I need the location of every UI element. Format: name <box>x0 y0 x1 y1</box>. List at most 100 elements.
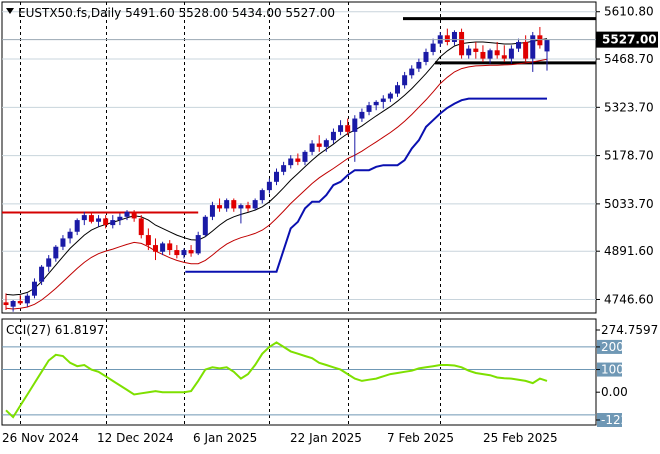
candle-body <box>537 35 543 46</box>
candle <box>373 100 379 111</box>
candle-body <box>480 51 486 59</box>
price-axis: 5610.80 5468.70 5323.70 5178.70 5033.70 4891.… <box>596 5 658 306</box>
candle <box>338 120 344 136</box>
candle <box>195 231 201 256</box>
candle <box>501 45 507 62</box>
candle-body <box>523 41 529 59</box>
indicator-level-box <box>597 362 622 377</box>
candle <box>217 198 223 212</box>
candle-body <box>60 238 66 247</box>
candle <box>395 81 401 97</box>
indicator-pane-border <box>1 318 597 426</box>
candle <box>46 255 52 272</box>
lower-band-line <box>5 58 548 310</box>
candle <box>60 235 66 251</box>
current-price-label: 5527.00 <box>602 33 657 47</box>
date-label: 25 Feb 2025 <box>483 431 558 445</box>
candle-body <box>508 48 514 59</box>
indicator-tick-label: 0.00 <box>601 385 628 399</box>
upper-band-line <box>5 38 548 296</box>
candle <box>174 245 180 259</box>
candle-body <box>174 250 180 256</box>
candle <box>181 248 187 259</box>
candle-body <box>487 50 493 59</box>
candle-body <box>3 302 9 306</box>
candle <box>124 210 130 221</box>
candle-body <box>423 51 429 62</box>
chart-header: EUSTX50.fs,Daily 5491.60 5528.00 5434.00… <box>6 6 335 20</box>
candle-body <box>238 205 244 209</box>
candle <box>366 101 372 116</box>
date-label: 6 Jan 2025 <box>193 431 257 445</box>
candle <box>209 201 215 221</box>
candle-body <box>395 85 401 94</box>
candle <box>88 211 94 224</box>
candle <box>10 300 16 312</box>
candle-body <box>152 245 158 252</box>
candle <box>17 295 23 306</box>
candle <box>444 28 450 46</box>
candle-body <box>67 231 73 239</box>
candle-body <box>195 235 201 254</box>
date-label: 22 Jan 2025 <box>290 431 362 445</box>
candle-body <box>373 101 379 106</box>
candle <box>430 38 436 56</box>
candle <box>423 48 429 66</box>
candle-body <box>501 55 507 59</box>
candle-body <box>217 205 223 209</box>
candle <box>266 178 272 194</box>
candle <box>152 238 158 261</box>
candle-body <box>53 246 59 259</box>
candle <box>480 45 486 62</box>
date-label: 7 Feb 2025 <box>387 431 454 445</box>
date-axis: 26 Nov 2024 12 Dec 2024 6 Jan 2025 22 Jan 2… <box>2 431 558 445</box>
indicator-axis: 274.7597 200 100 0.00 -122.8563 <box>596 323 660 427</box>
candle <box>530 31 536 72</box>
candle <box>53 245 59 262</box>
date-label: 26 Nov 2024 <box>2 431 79 445</box>
candle-body <box>224 200 230 209</box>
indicator-tick-label: 100 <box>601 363 624 377</box>
candle <box>508 45 514 64</box>
candle <box>281 161 287 176</box>
candle-body <box>131 211 137 219</box>
candle <box>131 210 137 222</box>
candle-body <box>117 216 123 221</box>
candle-body <box>74 220 80 232</box>
candle-body <box>295 158 301 162</box>
candle <box>516 38 522 52</box>
candle-body <box>366 105 372 112</box>
candle-body <box>473 48 479 52</box>
candle-body <box>323 140 329 147</box>
candle <box>544 39 550 71</box>
candle <box>288 155 294 169</box>
candle <box>231 198 237 212</box>
indicator-tick-label: 274.7597 <box>601 323 658 337</box>
candle-body <box>494 50 500 56</box>
candle <box>103 215 109 229</box>
candle-body <box>31 281 37 296</box>
candle <box>402 71 408 89</box>
candle <box>380 95 386 109</box>
indicator-pane: CCI(27) 61.8197 <box>1 318 597 426</box>
candle <box>3 293 9 311</box>
trailing-stop-line <box>185 97 547 273</box>
indicator-tick-label: -122.8563 <box>601 413 660 427</box>
candle-body <box>309 143 315 152</box>
candle <box>238 203 244 224</box>
candle <box>473 41 479 59</box>
candle <box>24 293 30 307</box>
candle <box>202 215 208 237</box>
candle-body <box>330 131 336 141</box>
candle-body <box>459 31 465 56</box>
candle <box>188 245 194 257</box>
candle-body <box>138 218 144 236</box>
candle-body <box>288 158 294 166</box>
date-label: 12 Dec 2024 <box>97 431 174 445</box>
price-tick-label: 5468.70 <box>604 52 654 66</box>
price-pane-border <box>1 1 597 314</box>
candle-body <box>302 151 308 162</box>
candle-body <box>266 181 272 191</box>
